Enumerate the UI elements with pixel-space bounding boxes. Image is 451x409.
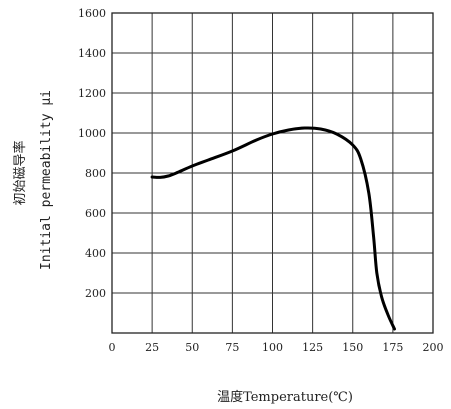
x-tick-label: 175 bbox=[382, 341, 403, 354]
data-series bbox=[150, 126, 396, 331]
grid-lines bbox=[111, 12, 434, 333]
x-tick-label: 25 bbox=[145, 341, 159, 354]
x-tick-label: 50 bbox=[185, 341, 199, 354]
y-axis-label-cn: 初始磁导率 bbox=[12, 140, 28, 205]
y-tick-labels: 200 400 600 800 1000 1200 1400 1600 bbox=[78, 7, 106, 300]
y-tick-label: 1000 bbox=[78, 127, 106, 140]
x-tick-label: 125 bbox=[302, 341, 323, 354]
y-tick-label: 400 bbox=[85, 247, 106, 260]
y-axis-label-en: Initial permeability μi bbox=[39, 90, 54, 270]
y-tick-label: 1600 bbox=[78, 7, 106, 20]
y-tick-label: 1400 bbox=[78, 47, 106, 60]
x-tick-labels: 0 25 50 75 100 125 150 175 200 bbox=[109, 341, 444, 354]
y-tick-label: 1200 bbox=[78, 87, 106, 100]
x-tick-label: 200 bbox=[423, 341, 444, 354]
y-tick-label: 800 bbox=[85, 167, 106, 180]
y-tick-label: 200 bbox=[85, 287, 106, 300]
x-tick-label: 150 bbox=[342, 341, 363, 354]
x-axis-label: 温度Temperature(℃) bbox=[217, 389, 353, 405]
y-tick-label: 600 bbox=[85, 207, 106, 220]
x-tick-label: 100 bbox=[262, 341, 283, 354]
x-tick-label: 75 bbox=[225, 341, 239, 354]
x-tick-label: 0 bbox=[109, 341, 116, 354]
plot-frame bbox=[111, 12, 434, 334]
permeability-curve bbox=[150, 126, 396, 331]
